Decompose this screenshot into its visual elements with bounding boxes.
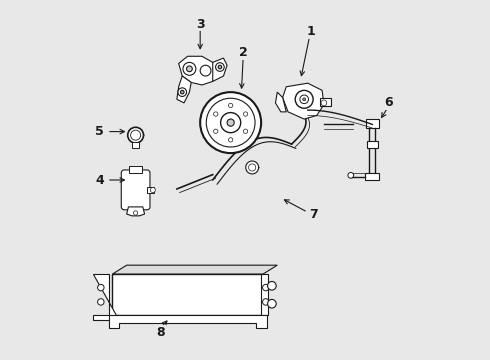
Circle shape (183, 62, 196, 75)
Circle shape (178, 88, 187, 96)
Text: 7: 7 (309, 208, 318, 221)
Circle shape (245, 161, 259, 174)
Circle shape (200, 92, 261, 153)
Polygon shape (275, 92, 286, 112)
Circle shape (248, 164, 256, 171)
Text: 4: 4 (96, 174, 104, 186)
Bar (129, 166, 142, 173)
Circle shape (321, 100, 327, 106)
Circle shape (218, 65, 221, 69)
Circle shape (214, 112, 218, 116)
Bar (320, 98, 331, 107)
Circle shape (263, 284, 269, 291)
Circle shape (244, 112, 248, 116)
Circle shape (98, 284, 104, 291)
Circle shape (268, 300, 276, 308)
Circle shape (200, 65, 211, 76)
Text: 2: 2 (239, 46, 247, 59)
Bar (132, 142, 139, 148)
Circle shape (180, 90, 184, 94)
Circle shape (228, 103, 233, 108)
Bar (147, 187, 154, 193)
Bar (112, 274, 263, 315)
Circle shape (150, 188, 155, 193)
Polygon shape (109, 315, 267, 328)
Bar (261, 274, 269, 315)
Circle shape (187, 66, 192, 72)
Polygon shape (283, 83, 324, 119)
Bar (366, 119, 379, 128)
Circle shape (216, 63, 224, 71)
Polygon shape (179, 56, 218, 85)
Circle shape (133, 211, 138, 215)
FancyBboxPatch shape (122, 170, 150, 210)
Circle shape (227, 119, 234, 126)
Text: 6: 6 (384, 96, 393, 109)
Bar (367, 140, 378, 148)
Text: 5: 5 (96, 125, 104, 138)
Circle shape (268, 282, 276, 290)
Circle shape (348, 172, 354, 178)
Circle shape (228, 138, 233, 142)
Polygon shape (93, 274, 116, 320)
Circle shape (214, 129, 218, 134)
Polygon shape (177, 76, 191, 103)
Text: 1: 1 (307, 25, 316, 38)
Polygon shape (112, 265, 277, 274)
Circle shape (206, 98, 255, 147)
Circle shape (128, 127, 144, 143)
Polygon shape (213, 58, 227, 81)
Bar (365, 173, 379, 180)
Text: 8: 8 (156, 326, 165, 339)
Circle shape (295, 90, 313, 108)
Circle shape (220, 113, 241, 133)
Circle shape (300, 95, 309, 104)
Circle shape (303, 98, 306, 101)
Text: 3: 3 (196, 18, 204, 31)
Circle shape (98, 299, 104, 305)
Polygon shape (126, 207, 145, 216)
Circle shape (263, 299, 269, 305)
Circle shape (244, 129, 248, 134)
Circle shape (131, 130, 141, 140)
